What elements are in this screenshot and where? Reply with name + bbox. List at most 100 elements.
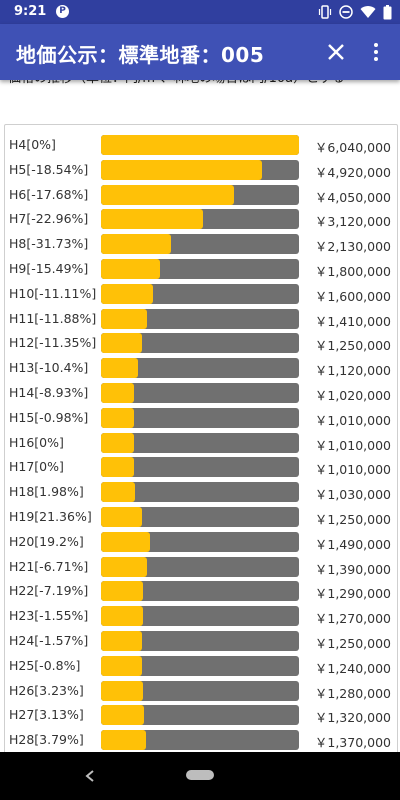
year-change-label: H8[-31.73%] [9,236,89,252]
price-row: H5[-18.54%] ￥4,920,000 [5,158,397,183]
year-change-label: H15[-0.98%] [9,409,89,425]
price-row: H24[-1.57%] ￥1,250,000 [5,629,397,654]
price-bar-fill [101,283,154,304]
navigation-bar [0,752,400,800]
price-history-list: H4[0%] ￥6,040,000 H5[-18.54%] ￥4,920,000 H6[… [5,133,397,752]
price-bar-fill [101,159,263,180]
back-button[interactable] [80,764,100,788]
price-bar-fill [101,531,150,552]
year-change-label: H13[-10.4%] [9,360,89,376]
price-row: H28[3.79%] ￥1,370,000 [5,728,397,752]
price-value: ￥1,030,000 [314,487,391,503]
price-value: ￥1,120,000 [314,363,391,379]
price-bar-fill [101,482,135,503]
price-bar-track [101,283,299,304]
price-row: H6[-17.68%] ￥4,050,000 [5,183,397,208]
price-bar-track [101,655,299,676]
price-value: ￥1,800,000 [314,263,391,279]
year-change-label: H28[3.79%] [9,732,84,748]
year-change-label: H6[-17.68%] [9,186,89,202]
status-time: 9:21 [14,4,47,19]
status-icons [318,4,392,20]
close-button[interactable] [320,36,352,68]
year-change-label: H21[-6.71%] [9,558,89,574]
price-value: ￥1,270,000 [314,611,391,627]
year-change-label: H23[-1.55%] [9,608,89,624]
price-row: H25[-0.8%] ￥1,240,000 [5,654,397,679]
year-change-label: H20[19.2%] [9,533,84,549]
year-change-label: H7[-22.96%] [9,211,89,227]
price-bar-track [101,482,299,503]
content-scroll-area[interactable]: 価格の推移（単位：円/m²、林地の場合は円/10a）とする H4[0%] ￥6,0… [0,80,400,752]
close-icon [328,44,344,60]
price-value: ￥1,490,000 [314,536,391,552]
price-value: ￥1,250,000 [314,338,391,354]
price-value: ￥6,040,000 [314,140,391,155]
price-bar-fill [101,258,160,279]
price-bar-track [101,730,299,751]
price-row: H11[-11.88%] ￥1,410,000 [5,307,397,332]
price-bar-track [101,184,299,205]
price-bar-fill [101,655,142,676]
year-change-label: H10[-11.11%] [9,285,97,301]
more-vertical-icon [374,43,378,61]
price-bar-fill [101,333,142,354]
do-not-disturb-icon [339,5,353,19]
price-value: ￥1,010,000 [314,437,391,453]
year-change-label: H22[-7.19%] [9,583,89,599]
price-value: ￥1,250,000 [314,635,391,651]
price-bar-track [101,457,299,478]
price-row: H17[0%] ￥1,010,000 [5,455,397,480]
battery-icon [383,4,392,19]
price-bar-fill [101,308,148,329]
year-change-label: H11[-11.88%] [9,310,97,326]
price-bar-track [101,135,299,155]
app-bar: 地価公示：標準地番：005 [0,24,400,80]
price-bar-track [101,581,299,602]
price-bar-track [101,407,299,428]
year-change-label: H14[-8.93%] [9,384,89,400]
price-bar-fill [101,630,142,651]
intro-text: 価格の推移（単位：円/m²、林地の場合は円/10a）とする [8,80,392,90]
price-bar-fill [101,358,138,379]
price-bar-track [101,556,299,577]
price-bar-track [101,258,299,279]
price-bar-track [101,159,299,180]
price-row: H27[3.13%] ￥1,320,000 [5,703,397,728]
year-change-label: H19[21.36%] [9,508,92,524]
price-bar-track [101,382,299,403]
vibrate-icon [318,5,332,19]
price-value: ￥4,050,000 [314,189,391,205]
home-pill-icon[interactable] [186,770,214,780]
price-bar-fill [101,382,135,403]
price-value: ￥1,010,000 [314,412,391,428]
year-change-label: H24[-1.57%] [9,632,89,648]
price-bar-fill [101,506,142,527]
price-bar-fill [101,209,204,230]
price-row: H21[-6.71%] ￥1,390,000 [5,555,397,580]
price-bar-fill [101,705,145,726]
price-row: H7[-22.96%] ￥3,120,000 [5,207,397,232]
more-options-button[interactable] [364,36,388,68]
price-row: H12[-11.35%] ￥1,250,000 [5,331,397,356]
price-bar-fill [101,606,143,627]
price-row: H20[19.2%] ￥1,490,000 [5,530,397,555]
price-value: ￥1,290,000 [314,586,391,602]
price-value: ￥1,280,000 [314,685,391,701]
year-change-label: H25[-0.8%] [9,657,81,673]
price-bar-fill [101,556,147,577]
price-value: ￥2,130,000 [314,239,391,255]
price-bar-fill [101,581,144,602]
year-change-label: H5[-18.54%] [9,161,89,177]
price-row: H10[-11.11%] ￥1,600,000 [5,282,397,307]
price-row: H15[-0.98%] ￥1,010,000 [5,406,397,431]
price-value: ￥1,020,000 [314,387,391,403]
price-bar-fill [101,432,135,453]
price-value: ￥1,250,000 [314,511,391,527]
price-bar-track [101,308,299,329]
price-row: H4[0%] ￥6,040,000 [5,133,397,158]
year-change-label: H27[3.13%] [9,707,84,723]
price-value: ￥1,370,000 [314,735,391,751]
year-change-label: H26[3.23%] [9,682,84,698]
year-change-label: H9[-15.49%] [9,260,89,276]
